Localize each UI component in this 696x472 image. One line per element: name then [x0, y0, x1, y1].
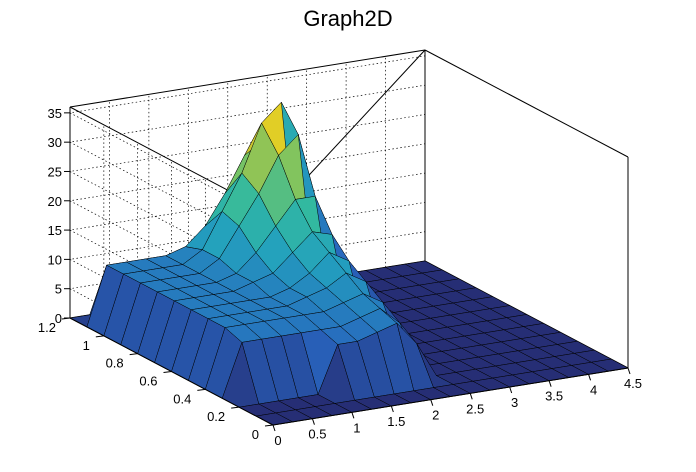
- frame-edge: [424, 49, 629, 158]
- x-tick-mark: [351, 412, 355, 419]
- frame-edge: [69, 49, 426, 108]
- surface-mesh: [69, 101, 629, 426]
- x-tick-label: 4.5: [624, 376, 642, 391]
- tick-labels: 0 0.5 1 1.5 2 2.5 3 3.5 4 4.500.20.40.60.811.2051…: [38, 106, 642, 448]
- z-tick-label: 15: [48, 223, 62, 238]
- y-tick-mark: [197, 388, 206, 391]
- z-tick-label: 0: [55, 311, 62, 326]
- x-tick-label: 2: [432, 408, 439, 423]
- y-tick-label: 1: [83, 338, 90, 353]
- y-tick-label: 0.2: [207, 409, 225, 424]
- y-tick-mark: [95, 335, 104, 338]
- y-tick-mark: [264, 424, 274, 427]
- x-tick-mark: [311, 418, 315, 425]
- x-tick-mark: [272, 424, 276, 432]
- x-tick-label: 2.5: [466, 401, 484, 416]
- chart-title: Graph2D: [303, 6, 392, 31]
- x-tick-mark: [509, 386, 513, 394]
- x-tick-label: 0: [274, 433, 281, 448]
- x-tick-mark: [469, 393, 473, 400]
- y-tick-mark: [163, 371, 172, 373]
- x-tick-label: 1.5: [387, 414, 405, 429]
- x-axis-line: [272, 367, 629, 426]
- x-tick-label: 4: [590, 382, 597, 397]
- z-tick-label: 25: [48, 164, 62, 179]
- x-tick-label: 3: [511, 395, 518, 410]
- x-tick-mark: [430, 399, 434, 406]
- x-tick-label: 1: [353, 420, 360, 435]
- x-tick-mark: [548, 380, 552, 387]
- y-tick-label: 0: [252, 427, 259, 442]
- x-tick-mark: [627, 367, 631, 375]
- x-tick-label: 0.5: [308, 427, 326, 442]
- z-tick-label: 5: [55, 282, 62, 297]
- x-tick-label: 3.5: [545, 389, 563, 404]
- y-tick-label: 0.8: [106, 356, 124, 371]
- z-tick-label: 35: [48, 106, 62, 121]
- y-tick-mark: [129, 353, 138, 356]
- y-tick-label: 0.6: [139, 374, 157, 389]
- y-tick-mark: [231, 406, 240, 409]
- z-tick-label: 10: [48, 252, 62, 267]
- x-tick-mark: [588, 374, 592, 381]
- z-tick-label: 30: [48, 135, 62, 150]
- y-tick-label: 0.4: [173, 391, 191, 406]
- y-tick-label: 1.2: [38, 320, 56, 335]
- z-tick-label: 20: [48, 194, 62, 209]
- x-tick-mark: [390, 405, 394, 413]
